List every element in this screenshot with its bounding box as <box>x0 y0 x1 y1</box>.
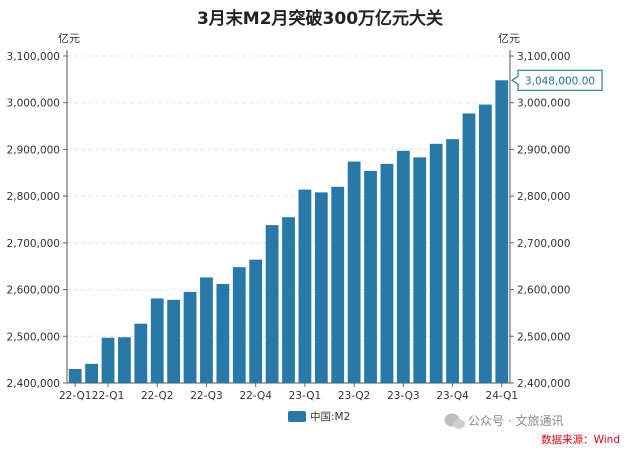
chart-title: 3月末M2月突破300万亿元大关 <box>197 8 443 29</box>
y-tick-label-left: 2,800,000 <box>7 191 60 203</box>
bar[interactable] <box>364 170 377 383</box>
bar[interactable] <box>232 267 246 383</box>
bar[interactable] <box>347 161 361 383</box>
y-tick-label-left: 3,100,000 <box>7 51 60 63</box>
bar[interactable] <box>249 259 263 383</box>
bar[interactable] <box>495 80 509 383</box>
bar[interactable] <box>216 283 230 383</box>
callout-label: 3,048,000.00 <box>525 75 595 87</box>
callout-box <box>510 69 603 91</box>
bar[interactable] <box>462 113 476 384</box>
legend[interactable]: 中国:M2 <box>288 410 350 423</box>
bar[interactable] <box>331 186 345 383</box>
bar[interactable] <box>150 298 164 383</box>
y-tick-label-left: 2,700,000 <box>7 238 60 250</box>
bar[interactable] <box>85 363 99 383</box>
x-tick-label: 22-Q1 <box>59 390 91 402</box>
y-tick-label-right: 2,600,000 <box>517 285 570 297</box>
x-tick-label: 24-Q1 <box>486 390 518 402</box>
y-tick-label-left: 2,500,000 <box>7 331 60 343</box>
x-tick-label: 22-Q2 <box>141 390 173 402</box>
y-tick-label-left: 2,900,000 <box>7 144 60 156</box>
x-tick-labels: 22-Q1 22-Q1 22-Q2 22-Q3 22-Q4 23-Q1 23-Q2 23-Q3… <box>59 390 518 402</box>
y-tick-label-right: 2,900,000 <box>517 144 570 156</box>
latest-value-callout: 3,048,000.00 <box>510 69 603 91</box>
y-tick-label-left: 3,000,000 <box>7 98 60 110</box>
x-tick-label: 23-Q2 <box>338 390 370 402</box>
bar[interactable] <box>380 163 394 383</box>
bar[interactable] <box>478 104 492 383</box>
bar[interactable] <box>167 299 181 383</box>
y-tick-label-left: 2,600,000 <box>7 285 60 297</box>
bar[interactable] <box>200 277 213 383</box>
y-tick-labels: 2,400,000 2,400,000 2,500,000 2,500,000 2,60… <box>7 51 571 390</box>
legend-swatch <box>288 411 306 422</box>
bar[interactable] <box>282 217 295 383</box>
x-tick-label: 22-Q3 <box>190 390 222 402</box>
watermark: 公众号 · 文旅通讯 <box>444 413 563 429</box>
bar[interactable] <box>429 143 443 383</box>
data-source: 数据来源：Wind <box>541 433 620 446</box>
wechat-icon <box>444 413 465 429</box>
bar[interactable] <box>134 323 148 383</box>
y-tick-label-right: 3,100,000 <box>517 51 570 63</box>
bar[interactable] <box>183 291 197 383</box>
legend-label: 中国:M2 <box>310 410 350 423</box>
bar[interactable] <box>314 192 328 383</box>
bars <box>68 80 509 384</box>
y-tick-label-left: 2,400,000 <box>7 378 60 390</box>
bar[interactable] <box>68 368 82 383</box>
left-axis-unit: 亿元 <box>58 32 80 45</box>
bar[interactable] <box>118 337 131 383</box>
watermark-text: 公众号 · 文旅通讯 <box>468 413 563 428</box>
bar[interactable] <box>298 189 312 383</box>
y-tick-label-right: 2,500,000 <box>517 331 570 343</box>
y-tick-label-right: 3,000,000 <box>517 98 570 110</box>
bar[interactable] <box>396 150 410 383</box>
x-tick-label: 23-Q3 <box>387 390 419 402</box>
bar[interactable] <box>265 225 279 383</box>
bar[interactable] <box>101 337 115 383</box>
y-tick-label-right: 2,800,000 <box>517 191 570 203</box>
x-tick-label: 23-Q4 <box>436 390 469 402</box>
bar[interactable] <box>413 157 427 383</box>
right-axis-unit: 亿元 <box>498 32 520 45</box>
x-tick-label: 23-Q1 <box>289 390 321 402</box>
bar[interactable] <box>446 139 459 383</box>
x-tick-label: 22-Q1 <box>92 390 124 402</box>
y-tick-label-right: 2,400,000 <box>517 378 570 390</box>
x-tick-label: 22-Q4 <box>239 390 272 402</box>
y-tick-label-right: 2,700,000 <box>517 238 570 250</box>
